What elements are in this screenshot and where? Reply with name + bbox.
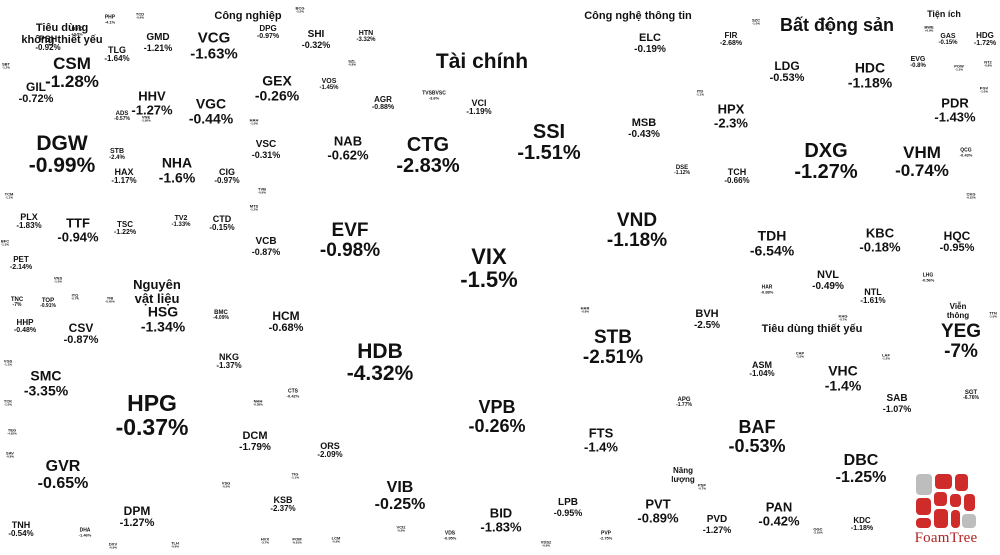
treemap-stage[interactable]: PSH -0.92% CSM -1.28% GIL -0.72% DGW -0.99% ADS -… (0, 0, 1000, 555)
treemap-canvas[interactable] (0, 0, 1000, 555)
